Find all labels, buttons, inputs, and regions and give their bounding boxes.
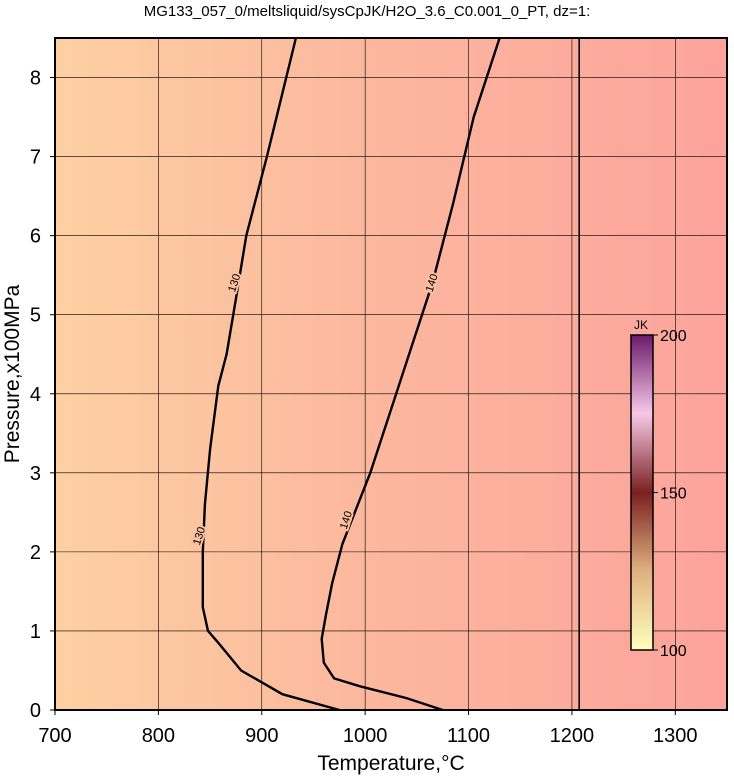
x-tick-label: 1000 xyxy=(343,725,388,747)
x-tick-label: 1200 xyxy=(550,725,595,747)
y-axis-label: Pressure,x100MPa xyxy=(1,284,24,463)
colorbar xyxy=(630,334,654,651)
contour-label: 140 xyxy=(424,272,441,293)
y-tick-label: 2 xyxy=(30,542,41,564)
x-axis-label: Temperature,°C xyxy=(317,752,464,775)
x-tick-label: 1300 xyxy=(653,725,698,747)
plot-frame xyxy=(54,37,728,711)
y-tick-label: 4 xyxy=(30,384,41,406)
x-tick-label: 1100 xyxy=(447,725,490,747)
y-tick-label: 1 xyxy=(30,621,41,643)
y-tick-label: 0 xyxy=(30,700,41,722)
contour-line xyxy=(320,37,501,712)
y-tick-label: 8 xyxy=(30,68,41,90)
colorbar-tick-label: 100 xyxy=(660,643,687,660)
x-tick-label: 900 xyxy=(245,725,278,747)
plot-background xyxy=(55,38,727,710)
y-tick-label: 3 xyxy=(30,463,41,485)
x-tick-label: 700 xyxy=(38,725,71,747)
colorbar-tick-label: 150 xyxy=(660,486,687,503)
colorbar-label: JK xyxy=(634,318,648,332)
x-tick-label: 800 xyxy=(142,725,175,747)
y-tick-label: 7 xyxy=(30,147,41,169)
y-tick-label: 6 xyxy=(30,226,41,248)
colorbar-tick-label: 200 xyxy=(660,328,687,345)
chart-title: MG133_057_0/meltsliquid/sysCpJK/H2O_3.6_… xyxy=(144,3,591,20)
y-tick-label: 5 xyxy=(30,305,41,327)
contour-line xyxy=(201,37,340,712)
